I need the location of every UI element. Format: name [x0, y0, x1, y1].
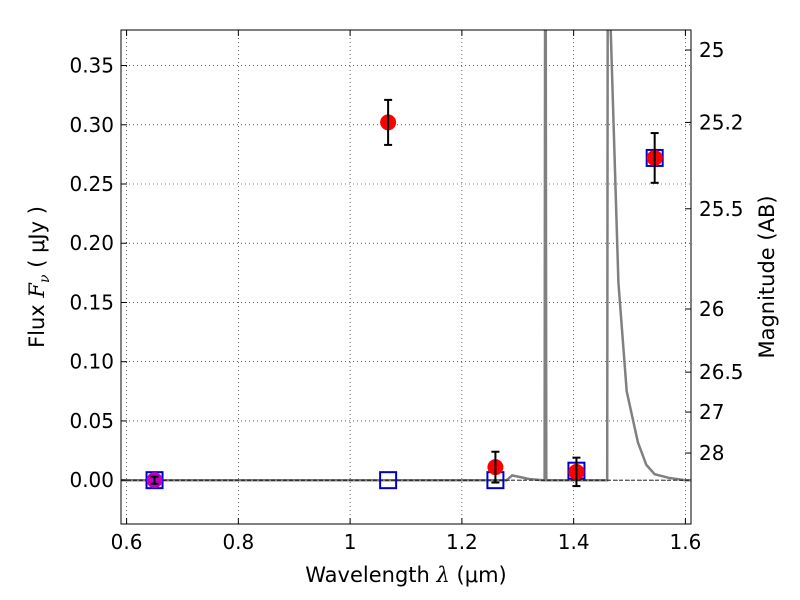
- right-tick-label: 26.5: [699, 360, 744, 384]
- x-tick-label: 1.2: [446, 530, 478, 554]
- x-tick-label: 1.6: [670, 530, 702, 554]
- right-axis-label: Magnitude (AB): [755, 195, 779, 358]
- x-tick-label: 0.6: [111, 530, 143, 554]
- y-tick-label: 0.30: [69, 113, 114, 137]
- plot-frame: [120, 29, 692, 525]
- x-tick-label: 1.4: [558, 530, 590, 554]
- right-tick-label: 25: [699, 38, 724, 62]
- y-tick-label: 0.00: [69, 468, 114, 492]
- observed-point: [380, 98, 397, 146]
- y-tick-label: 0.35: [69, 54, 114, 78]
- y-axis-ticks: 0.00 0.05 0.10 0.15 0.20 0.25 0.30 0.35: [69, 54, 127, 492]
- grid-lines: [121, 30, 691, 524]
- observed-point: [646, 132, 663, 184]
- observed-point: [568, 456, 585, 488]
- observed-flux-points: [146, 98, 663, 489]
- y-tick-label: 0.10: [69, 350, 114, 374]
- model-marker: [379, 471, 398, 490]
- right-tick-label: 25.2: [699, 110, 744, 134]
- y-tick-label: 0.20: [69, 231, 114, 255]
- model-flux-markers: [145, 148, 664, 490]
- right-tick-label: 27: [699, 400, 724, 424]
- y-tick-label: 0.05: [69, 409, 114, 433]
- y-axis-label: Flux Fν ( μJy ): [25, 206, 53, 348]
- x-tick-label: 0.8: [222, 530, 254, 554]
- x-tick-label: 1: [344, 530, 357, 554]
- y-tick-label: 0.25: [69, 172, 114, 196]
- right-tick-label: 25.5: [699, 197, 744, 221]
- sed-model-curve: [121, 30, 691, 482]
- observed-point: [146, 472, 163, 489]
- right-tick-label: 26: [699, 297, 724, 321]
- x-axis-ticks: 0.6 0.8 1 1.2 1.4 1.6: [111, 30, 702, 554]
- right-axis-ticks: 25 25.2 25.5 26 26.5 27 28: [685, 38, 744, 465]
- x-axis-label: Wavelength λ (μm): [305, 563, 506, 587]
- observed-point: [487, 450, 504, 484]
- right-tick-label: 28: [699, 441, 724, 465]
- y-tick-label: 0.15: [69, 290, 114, 314]
